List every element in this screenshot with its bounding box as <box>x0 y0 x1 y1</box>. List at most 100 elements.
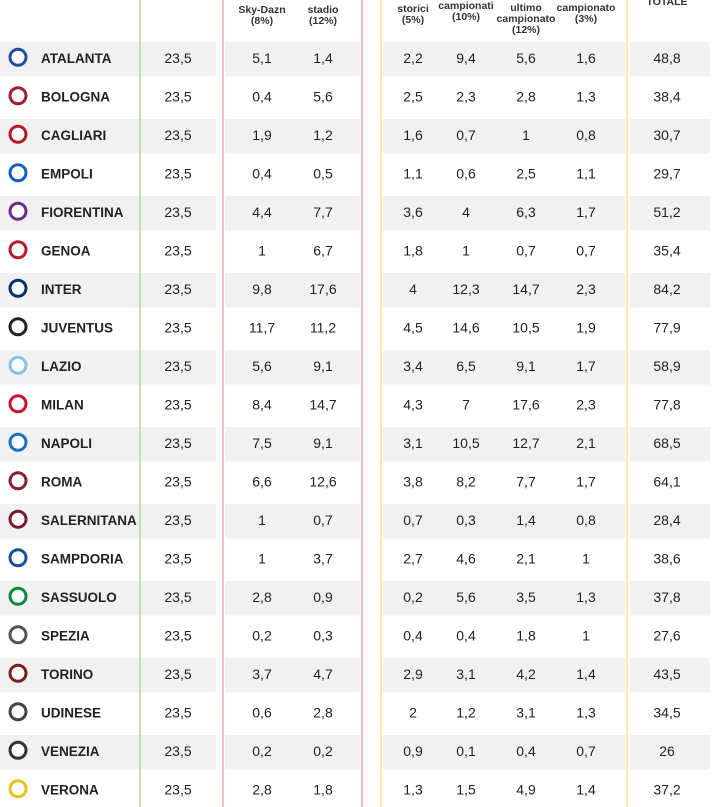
cell-value: 1,3 <box>576 589 596 605</box>
cell-value: 9,8 <box>252 281 272 297</box>
cell-value: 0,2 <box>252 627 272 643</box>
team-name: VERONA <box>41 782 99 797</box>
cell-value: 28,4 <box>653 512 680 528</box>
team-logo <box>8 625 28 645</box>
cell-value: 14,7 <box>512 281 539 297</box>
cell-value: 23,5 <box>164 512 191 528</box>
cell-value: 1,7 <box>576 358 596 374</box>
cell-value: 23,5 <box>164 88 191 104</box>
cell-value: 0,3 <box>456 512 476 528</box>
cell-value: 1,2 <box>313 127 333 143</box>
cell-value: 1,4 <box>313 50 333 66</box>
cell-value: 0,4 <box>252 88 272 104</box>
cell-value: 10,5 <box>452 435 479 451</box>
row-stripe <box>225 350 360 385</box>
cell-value: 77,8 <box>653 396 680 412</box>
row-stripe <box>225 427 360 462</box>
team-name: FIORENTINA <box>41 205 124 220</box>
cell-value: 23,5 <box>164 627 191 643</box>
team-name: UDINESE <box>41 705 101 720</box>
cell-value: 2,3 <box>456 88 476 104</box>
row-stripe <box>225 658 360 693</box>
cell-value: 2,1 <box>516 550 536 566</box>
cell-value: 34,5 <box>653 704 680 720</box>
cell-value: 1,7 <box>576 204 596 220</box>
cell-value: 6,6 <box>252 473 272 489</box>
team-name: ATALANTA <box>41 51 112 66</box>
cell-value: 5,6 <box>252 358 272 374</box>
cell-value: 0,6 <box>252 704 272 720</box>
row-stripe <box>630 350 710 385</box>
cell-value: 23,5 <box>164 473 191 489</box>
row-stripe <box>383 658 625 693</box>
cell-value: 1,2 <box>456 704 476 720</box>
cell-value: 0,7 <box>576 242 596 258</box>
cell-value: 0,8 <box>576 127 596 143</box>
cell-value: 1,6 <box>403 127 423 143</box>
cell-value: 2,5 <box>403 88 423 104</box>
cell-value: 0,2 <box>313 743 333 759</box>
row-stripe <box>383 581 625 616</box>
cell-value: 8,4 <box>252 396 272 412</box>
row-stripe <box>383 504 625 539</box>
column-header: (5%) <box>402 14 424 26</box>
cell-value: 38,6 <box>653 550 680 566</box>
cell-value: 3,1 <box>456 666 476 682</box>
team-logo <box>8 548 28 568</box>
row-stripe <box>225 42 360 77</box>
cell-value: 3,7 <box>313 550 333 566</box>
cell-value: 0,7 <box>403 512 423 528</box>
cell-value: 2,2 <box>403 50 423 66</box>
cell-value: 4,9 <box>516 781 536 797</box>
team-name: ROMA <box>41 474 82 489</box>
cell-value: 1 <box>582 550 590 566</box>
column-header: storici <box>397 3 429 15</box>
row-stripe <box>383 196 625 231</box>
column-header: campionati <box>438 0 494 12</box>
cell-value: 1,4 <box>516 512 536 528</box>
column-header: (12%) <box>512 24 540 36</box>
cell-value: 2,8 <box>516 88 536 104</box>
cell-value: 9,1 <box>313 435 333 451</box>
cell-value: 4,2 <box>516 666 536 682</box>
cell-value: 4,7 <box>313 666 333 682</box>
cell-value: 1,9 <box>252 127 272 143</box>
cell-value: 0,4 <box>252 165 272 181</box>
row-stripe <box>383 273 625 308</box>
team-name: CAGLIARI <box>41 128 106 143</box>
cell-value: 7,5 <box>252 435 272 451</box>
column-header: (10%) <box>452 11 480 23</box>
row-stripe <box>630 427 710 462</box>
row-stripe <box>225 504 360 539</box>
cell-value: 7 <box>462 396 470 412</box>
cell-value: 27,6 <box>653 627 680 643</box>
team-logo <box>8 278 28 298</box>
column-header: campionato <box>497 13 556 25</box>
cell-value: 3,5 <box>516 589 536 605</box>
team-logo <box>8 240 28 260</box>
cell-value: 1,1 <box>403 165 423 181</box>
team-name: TORINO <box>41 667 93 682</box>
cell-value: 0,7 <box>516 242 536 258</box>
cell-value: 4,4 <box>252 204 272 220</box>
team-logo <box>8 779 28 799</box>
row-stripe <box>383 42 625 77</box>
team-logo <box>8 702 28 722</box>
cell-value: 1,4 <box>576 666 596 682</box>
cell-value: 2,5 <box>516 165 536 181</box>
cell-value: 37,8 <box>653 589 680 605</box>
team-name: INTER <box>41 282 82 297</box>
row-stripe <box>0 504 216 539</box>
team-logo <box>8 317 28 337</box>
cell-value: 0,7 <box>576 743 596 759</box>
cell-value: 5,6 <box>313 88 333 104</box>
column-header: stadio <box>308 4 339 16</box>
cell-value: 38,4 <box>653 88 680 104</box>
cell-value: 23,5 <box>164 781 191 797</box>
cell-value: 9,4 <box>456 50 476 66</box>
cell-value: 23,5 <box>164 358 191 374</box>
row-stripe <box>0 581 216 616</box>
cell-value: 2,3 <box>576 396 596 412</box>
column-header: Sky-Dazn <box>238 4 285 16</box>
row-stripe <box>225 273 360 308</box>
